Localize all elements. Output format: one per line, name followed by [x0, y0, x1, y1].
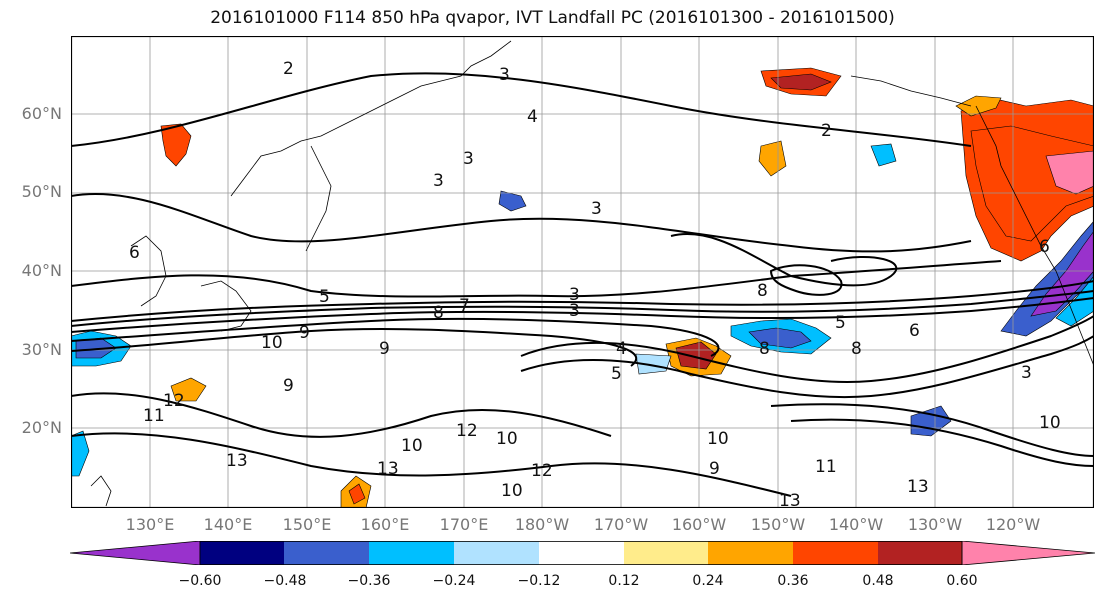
- lat-label: 30°N: [21, 340, 62, 359]
- colorbar-tick-label: 0.12: [608, 573, 640, 589]
- lon-label: 130°E: [125, 515, 175, 534]
- lon-label: 160°W: [671, 515, 727, 534]
- contour-label: 4: [616, 339, 627, 359]
- colorbar: [70, 541, 1095, 565]
- contour-label: 13: [779, 491, 801, 508]
- contour-label: 9: [283, 376, 294, 396]
- contour-label: 10: [501, 481, 523, 501]
- contour-label: 6: [1039, 237, 1050, 257]
- contour-label: 8: [759, 339, 770, 359]
- contour-label: 3: [499, 65, 510, 85]
- colorbar-tick-label: 0.60: [946, 573, 978, 589]
- contour-label: 12: [456, 421, 478, 441]
- colorbar-extend-low: [70, 541, 201, 565]
- lon-label: 160°E: [360, 515, 410, 534]
- colorbar-swatch: [624, 541, 708, 565]
- contour-label: 6: [129, 243, 140, 263]
- lon-label: 150°E: [282, 515, 332, 534]
- contour-label: 3: [569, 285, 580, 305]
- colorbar-swatch: [200, 541, 284, 565]
- contour-label: 11: [815, 457, 837, 477]
- lat-label: 50°N: [21, 182, 62, 201]
- contour-label: 10: [261, 333, 283, 353]
- map-panel: 2 3 4 3 2 3 3 6 5 7 8 3 3 9 10 9 9 11 12…: [71, 36, 1094, 508]
- contour-label: 3: [1021, 363, 1032, 383]
- colorbar-swatch: [539, 541, 624, 565]
- coastlines: [90, 40, 1094, 507]
- lon-label: 120°W: [985, 515, 1041, 534]
- contour-label: 2: [283, 59, 294, 79]
- contour-label: 4: [527, 107, 538, 127]
- lon-label: 150°W: [750, 515, 806, 534]
- contour-label: 3: [433, 171, 444, 191]
- colorbar-tick-label: 0.36: [777, 573, 809, 589]
- colorbar-tick-label: −0.48: [263, 573, 307, 589]
- lat-label: 40°N: [21, 261, 62, 280]
- contour-label: 13: [226, 451, 248, 471]
- contour-label: 10: [707, 429, 729, 449]
- lon-label: 170°W: [593, 515, 649, 534]
- contour-label: 10: [401, 436, 423, 456]
- colorbar-swatch: [708, 541, 793, 565]
- colorbar-swatch: [454, 541, 539, 565]
- lat-label: 60°N: [21, 104, 62, 123]
- contour-label: 11: [143, 406, 165, 426]
- contour-label: 6: [909, 321, 920, 341]
- contour-labels: 2 3 4 3 2 3 3 6 5 7 8 3 3 9 10 9 9 11 12…: [129, 59, 1061, 508]
- colorbar-swatch: [284, 541, 369, 565]
- contour-label: 2: [821, 121, 832, 141]
- contour-label: 3: [463, 149, 474, 169]
- contour-label: 5: [319, 287, 330, 307]
- contour-label: 7: [459, 296, 470, 316]
- colorbar-swatch: [878, 541, 962, 565]
- contour-label: 9: [379, 339, 390, 359]
- colorbar-tick-label: −0.24: [432, 573, 476, 589]
- colorbar-tick-label: −0.60: [178, 573, 222, 589]
- colorbar-swatch: [793, 541, 878, 565]
- contour-label: 5: [611, 364, 622, 384]
- contour-label: 8: [433, 303, 444, 323]
- lon-label: 130°W: [907, 515, 963, 534]
- colorbar-tick-label: −0.12: [517, 573, 561, 589]
- contour-label: 10: [1039, 413, 1061, 433]
- contour-label: 13: [907, 477, 929, 497]
- lon-label: 180°W: [514, 515, 570, 534]
- contour-label: 10: [496, 429, 518, 449]
- contour-label: 12: [163, 391, 185, 411]
- colorbar-tick-label: 0.24: [692, 573, 724, 589]
- colorbar-swatch: [369, 541, 454, 565]
- lat-label: 20°N: [21, 418, 62, 437]
- contour-label: 9: [299, 323, 310, 343]
- contour-label: 3: [591, 199, 602, 219]
- colorbar-extend-high: [961, 541, 1095, 565]
- colorbar-tick-label: 0.48: [862, 573, 894, 589]
- contour-label: 12: [531, 461, 553, 481]
- contour-label: 5: [835, 313, 846, 333]
- lon-label: 140°W: [828, 515, 884, 534]
- colorbar-tick-label: −0.36: [347, 573, 391, 589]
- map-title: 2016101000 F114 850 hPa qvapor, IVT Land…: [210, 8, 895, 28]
- contour-label: 3: [569, 301, 580, 321]
- lon-label: 170°E: [439, 515, 489, 534]
- contour-label: 13: [377, 459, 399, 479]
- contour-label: 8: [851, 339, 862, 359]
- contour-label: 8: [757, 281, 768, 301]
- contour-lines: [71, 72, 1094, 497]
- contour-label: 9: [709, 459, 720, 479]
- lon-label: 140°E: [203, 515, 253, 534]
